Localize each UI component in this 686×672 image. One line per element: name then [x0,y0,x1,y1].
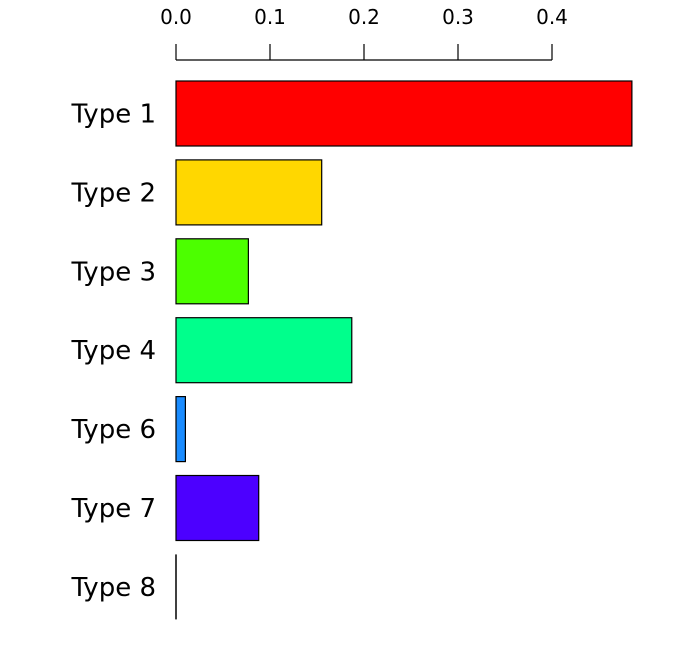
category-label: Type 8 [70,573,156,603]
x-tick-label: 0.3 [442,5,474,29]
category-label: Type 3 [70,257,156,287]
x-tick-label: 0.0 [160,5,192,29]
category-label: Type 4 [70,336,156,366]
category-labels: Type 1 Type 2 Type 3 Type 4 Type 6 Type 7 Type… [70,100,156,603]
category-label: Type 1 [70,100,156,130]
category-label: Type 2 [70,178,156,208]
bar-type-6 [175,396,186,463]
bar-type-4 [175,317,353,384]
x-axis: 0.0 0.1 0.2 0.3 0.4 [160,5,568,61]
x-tick-label: 0.1 [254,5,286,29]
bar-type-7 [175,474,260,542]
category-label: Type 6 [70,415,156,445]
bar-type-3 [175,238,249,305]
x-tick-label: 0.2 [348,5,380,29]
x-tick-label: 0.4 [536,5,568,29]
bars [175,80,633,620]
bar-type-2 [175,159,323,226]
bar-type-1 [175,80,633,147]
category-label: Type 7 [70,494,156,524]
